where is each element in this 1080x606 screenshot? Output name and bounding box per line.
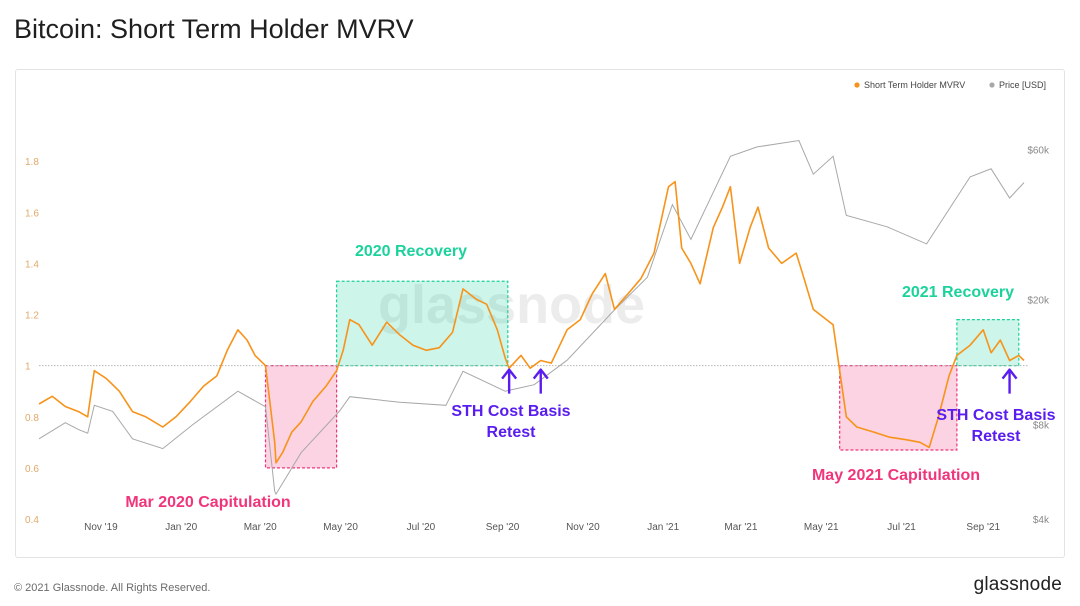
y-left-tick-label: 1.6 bbox=[25, 208, 39, 219]
capitulation-annotation-label: May 2021 Capitulation bbox=[812, 467, 980, 484]
retest-arrow-head bbox=[1001, 368, 1018, 380]
retest-arrow-head bbox=[532, 368, 549, 380]
retest-arrow-head bbox=[501, 368, 518, 380]
x-tick-label: Jan '20 bbox=[165, 522, 197, 533]
x-tick-label: Sep '21 bbox=[966, 522, 1000, 533]
x-tick-label: Mar '20 bbox=[244, 522, 277, 533]
capitulation-region bbox=[264, 365, 338, 469]
x-tick-label: Jan '21 bbox=[647, 522, 679, 533]
legend-mvrv-swatch bbox=[854, 82, 860, 88]
legend-price-label: Price [USD] bbox=[999, 80, 1046, 90]
x-tick-label: Nov '20 bbox=[566, 522, 600, 533]
x-tick-label: May '20 bbox=[323, 522, 358, 533]
y-left-tick-label: 1.2 bbox=[25, 311, 39, 322]
recovery-annotation-label: 2020 Recovery bbox=[355, 243, 467, 260]
x-tick-label: Jul '21 bbox=[887, 522, 916, 533]
chart-svg: glassnode 0.40.60.811.21.41.61.8 $4k$8k$… bbox=[25, 80, 1056, 533]
y-left-tick-label: 1.4 bbox=[25, 259, 39, 270]
x-tick-label: Sep '20 bbox=[486, 522, 520, 533]
y-left-tick-label: 0.8 bbox=[25, 413, 39, 424]
y-right-tick-label: $4k bbox=[1033, 515, 1050, 526]
x-tick-label: May '21 bbox=[804, 522, 839, 533]
y-right-tick-label: $60k bbox=[1027, 145, 1050, 156]
legend-price-swatch bbox=[989, 82, 995, 88]
y-left-tick-label: 1 bbox=[25, 362, 31, 373]
retest-annotation-label: STH Cost Basis Retest bbox=[451, 403, 570, 441]
y-right-tick-label: $8k bbox=[1033, 420, 1050, 431]
recovery-region bbox=[336, 280, 509, 367]
footer-copyright: © 2021 Glassnode. All Rights Reserved. bbox=[14, 582, 211, 594]
recovery-annotation-label: 2021 Recovery bbox=[902, 284, 1014, 301]
x-tick-label: Jul '20 bbox=[407, 522, 436, 533]
capitulation-annotation-label: Mar 2020 Capitulation bbox=[125, 494, 290, 511]
price-series-line bbox=[38, 139, 1025, 496]
mvrv-series-line bbox=[38, 180, 1025, 464]
y-left-tick-label: 0.4 bbox=[25, 515, 39, 526]
page-title: Bitcoin: Short Term Holder MVRV bbox=[14, 14, 414, 44]
x-tick-label: Nov '19 bbox=[84, 522, 118, 533]
y-left-tick-label: 1.8 bbox=[25, 157, 39, 168]
footer-logo[interactable]: glassnode bbox=[973, 574, 1062, 595]
y-right-tick-label: $20k bbox=[1027, 295, 1050, 306]
x-tick-label: Mar '21 bbox=[724, 522, 757, 533]
retest-annotation-label: STH Cost Basis Retest bbox=[936, 407, 1055, 445]
chart-card: glassnode 0.4 0.6 0.8 1 1.2 1.4 1.6 1.8 $4k $8k $… bbox=[15, 69, 1065, 558]
capitulation-region bbox=[839, 365, 958, 451]
y-left-tick-label: 0.6 bbox=[25, 464, 39, 475]
legend-mvrv-label: Short Term Holder MVRV bbox=[864, 80, 965, 90]
